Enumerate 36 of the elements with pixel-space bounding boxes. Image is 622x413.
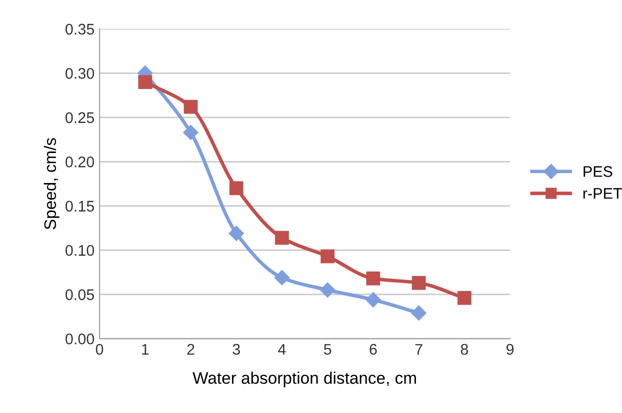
y-tick-label: 0.15 [66,200,94,212]
y-tick-label: 0.05 [66,289,94,300]
x-tick-label: 0 [96,344,104,355]
point [183,124,198,140]
x-axis-title: Water absorption distance, cm [192,372,416,388]
y-axis-title: Speed, cm/s [44,138,60,230]
y-tick-label: 0.00 [66,334,94,344]
x-tick-label: 1 [142,344,149,355]
x-tick-label: 9 [506,344,514,355]
point [366,272,380,286]
legend-label: PES [584,166,612,177]
x-tick-label: 2 [187,344,194,355]
y-tick-label: 0.10 [66,245,94,256]
point [411,305,426,321]
point [366,292,381,308]
point [229,181,244,196]
x-tick-label: 5 [324,344,332,355]
point [274,270,290,286]
point [457,291,472,305]
legend-label: r-PET [583,188,622,199]
x-tick-label: 6 [370,344,377,355]
point [320,282,336,298]
point [275,230,289,245]
point [228,226,244,241]
x-tick-label: 3 [232,344,240,355]
x-tick-label: 7 [415,344,422,355]
point [320,249,335,264]
y-tick-label: 0.35 [66,24,94,35]
x-tick-label: 4 [278,344,286,355]
point [412,276,426,290]
point [138,75,152,89]
point [184,100,198,114]
y-tick-label: 0.25 [66,112,94,124]
x-tick-label: 8 [460,344,468,355]
y-tick-label: 0.30 [66,68,94,79]
y-tick-label: 0.20 [66,156,94,168]
